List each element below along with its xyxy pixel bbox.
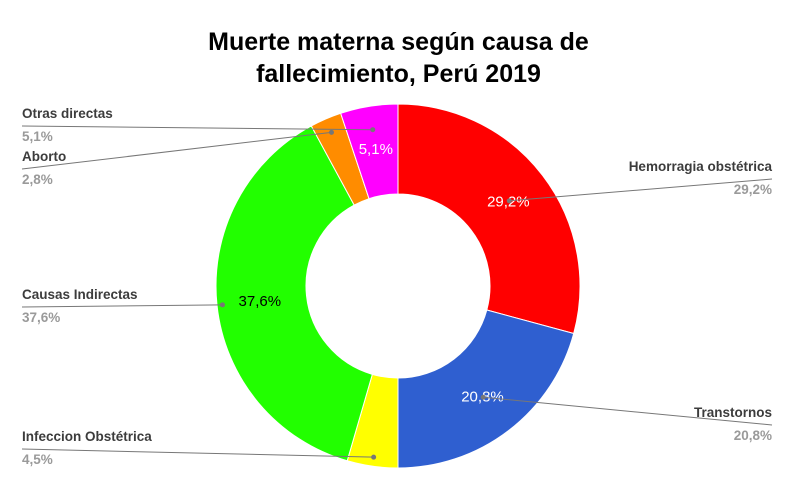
- callout-dot-aborto: [329, 129, 335, 135]
- callout-value-causas-indirectas: 37,6%: [22, 310, 60, 325]
- callout-value-infeccion-obstetrica: 4,5%: [22, 452, 53, 467]
- slice-hemorragia-obstetrica: [397, 103, 581, 335]
- callout-value-aborto: 2,8%: [22, 172, 53, 187]
- slice-inner-label-causas-indirectas: 37,6%: [239, 293, 282, 310]
- callout-name-aborto: Aborto: [22, 149, 66, 164]
- callout-line-hemorragia-obstetrica: [509, 178, 773, 202]
- slice-otras-directas: [340, 103, 399, 200]
- callout-dot-causas-indirectas: [219, 302, 225, 308]
- callout-dot-infeccion-obstetrica: [371, 454, 377, 460]
- chart-title: Muerte materna según causa de fallecimie…: [0, 26, 797, 90]
- callout-name-transtornos: Transtornos: [694, 405, 772, 420]
- callout-dot-otras-directas: [370, 127, 376, 133]
- callout-dot-hemorragia-obstetrica: [506, 198, 512, 204]
- callout-line-transtornos: [483, 396, 773, 426]
- callout-name-otras-directas: Otras directas: [22, 106, 113, 121]
- callout-line-infeccion-obstetrica: [21, 448, 374, 458]
- callout-value-hemorragia-obstetrica: 29,2%: [734, 182, 772, 197]
- slice-causas-indirectas: [215, 125, 373, 462]
- callout-line-causas-indirectas: [21, 304, 223, 308]
- chart-title-line-1: Muerte materna según causa de: [208, 28, 589, 56]
- donut-slices: [215, 103, 581, 469]
- callout-value-transtornos: 20,8%: [734, 428, 772, 443]
- callout-name-hemorragia-obstetrica: Hemorragia obstétrica: [629, 159, 773, 174]
- slice-transtornos: [397, 309, 575, 469]
- chart-title-line-2: fallecimiento, Perú 2019: [256, 60, 541, 88]
- callout-dot-transtornos: [480, 394, 486, 400]
- callout-value-otras-directas: 5,1%: [22, 129, 53, 144]
- callout-name-infeccion-obstetrica: Infeccion Obstétrica: [22, 429, 152, 444]
- callout-name-causas-indirectas: Causas Indirectas: [22, 287, 138, 302]
- slice-inner-label-otras-directas: 5,1%: [359, 141, 393, 158]
- callout-line-otras-directas: [21, 125, 373, 131]
- callout-line-aborto: [21, 131, 332, 170]
- donut-callouts: Hemorragia obstétrica 29,2% Transtornos 20,…: [21, 106, 773, 467]
